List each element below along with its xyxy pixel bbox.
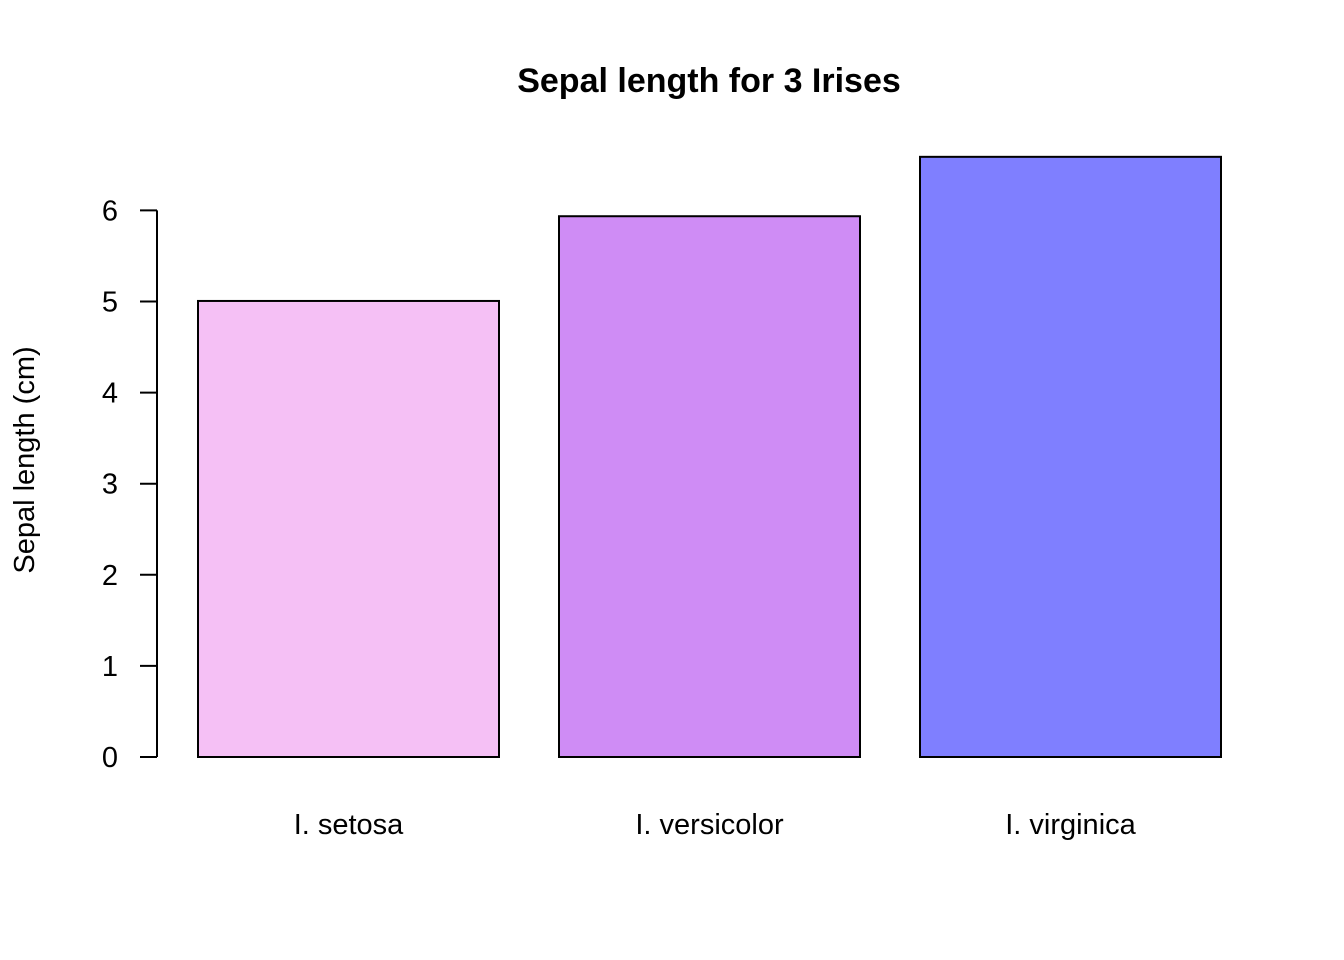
y-tick-label: 6: [102, 195, 118, 227]
bar: [919, 155, 1222, 759]
bar: [558, 215, 861, 758]
x-category-label: I. virginica: [1005, 809, 1136, 841]
bar: [197, 299, 500, 758]
x-category-label: I. versicolor: [635, 809, 784, 841]
y-tick-label: 4: [102, 378, 118, 410]
y-axis-label: Sepal length (cm): [9, 346, 41, 573]
y-axis: 0 1 2 3 4 5 6: [102, 195, 158, 774]
x-category-label: I. setosa: [294, 809, 404, 841]
y-tick-label: 5: [102, 287, 118, 319]
y-tick-label: 1: [102, 651, 118, 683]
chart-title: Sepal length for 3 Irises: [517, 62, 901, 100]
y-tick-label: 3: [102, 469, 118, 501]
bars-group: [197, 155, 1222, 759]
x-axis-labels: I. setosa I. versicolor I. virginica: [294, 809, 1137, 841]
y-tick-label: 0: [102, 742, 118, 774]
y-tick-label: 2: [102, 560, 118, 592]
